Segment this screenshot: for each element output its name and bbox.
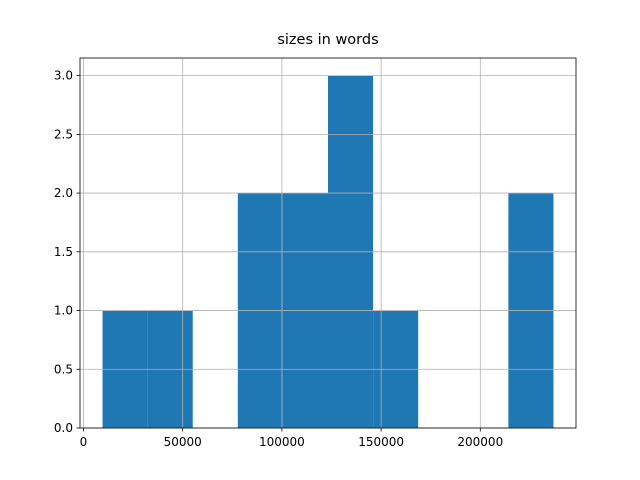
- y-tick-label: 2.0: [54, 186, 73, 200]
- y-tick-label: 0.5: [54, 362, 73, 376]
- y-tick-label: 2.5: [54, 127, 73, 141]
- y-tick-label: 1.0: [54, 304, 73, 318]
- x-tick-label: 100000: [259, 435, 305, 449]
- y-tick-label: 3.0: [54, 69, 73, 83]
- x-tick-label: 50000: [164, 435, 202, 449]
- plot-frame: [79, 57, 577, 429]
- x-tick-label: 200000: [457, 435, 503, 449]
- x-tick-label: 0: [80, 435, 88, 449]
- y-tick-label: 1.5: [54, 245, 73, 259]
- x-tick-label: 150000: [358, 435, 404, 449]
- y-tick-label: 0.0: [54, 421, 73, 435]
- chart-title: sizes in words: [277, 32, 378, 48]
